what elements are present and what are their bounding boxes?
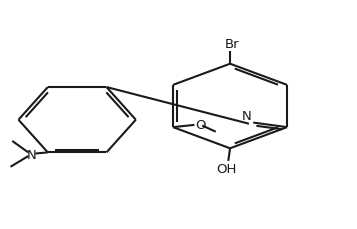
Text: O: O <box>196 119 206 132</box>
Text: N: N <box>27 148 37 161</box>
Text: Br: Br <box>225 38 239 51</box>
Text: N: N <box>242 110 251 123</box>
Text: OH: OH <box>216 162 237 175</box>
